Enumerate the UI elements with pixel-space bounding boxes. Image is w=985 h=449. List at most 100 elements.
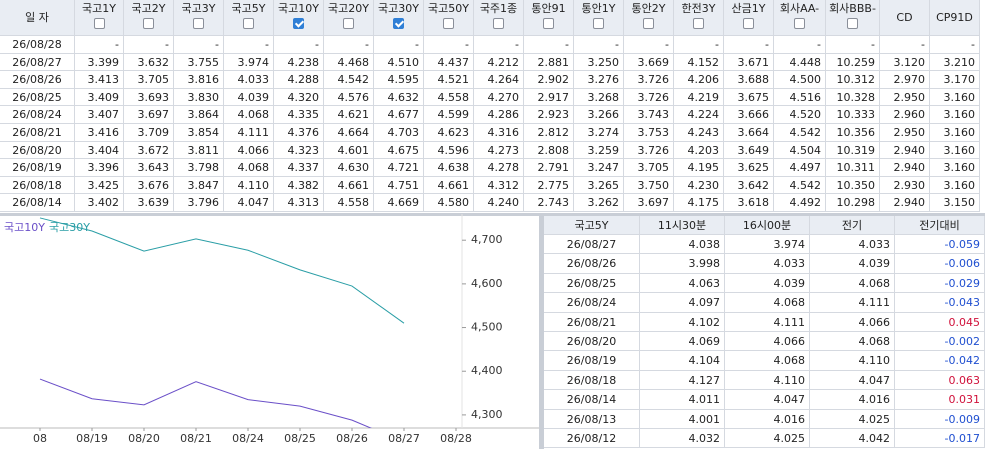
rate-cell: 4.110 [224, 176, 274, 195]
rate-cell: 4.335 [274, 106, 324, 124]
x-tick-label: 08/25 [284, 432, 316, 445]
rate-cell: 4.312 [474, 176, 524, 195]
date-cell: 26/08/19 [544, 351, 640, 371]
rate-cell: 4.097 [640, 293, 725, 313]
checkbox[interactable] [493, 18, 504, 29]
rate-cell: 4.206 [674, 71, 724, 89]
rate-cell: 2.950 [880, 124, 930, 142]
date-cell: 26/08/20 [0, 141, 75, 160]
rate-cell: 4.025 [810, 409, 895, 429]
rate-cell: 10.312 [826, 71, 880, 89]
checkbox[interactable] [293, 18, 304, 29]
checkbox[interactable] [443, 18, 454, 29]
checkbox[interactable] [693, 18, 704, 29]
column-header: 전기 [810, 216, 895, 235]
rate-cell: 3.974 [725, 235, 810, 255]
date-cell: 26/08/20 [544, 332, 640, 352]
column-header: 한전3Y [674, 0, 724, 36]
rate-cell: 4.042 [810, 429, 895, 449]
checkbox[interactable] [593, 18, 604, 29]
rate-cell: 4.492 [774, 194, 826, 212]
rate-cell: 4.323 [274, 141, 324, 160]
rate-cell: 0.063 [895, 370, 985, 391]
rate-cell: 3.416 [75, 124, 124, 142]
rate-cell: 4.510 [374, 53, 424, 72]
rate-cell: 4.110 [725, 370, 810, 391]
rate-cell: 2.808 [524, 141, 574, 160]
rate-cell: 3.798 [174, 159, 224, 177]
rate-cell: - [424, 36, 474, 54]
checkbox[interactable] [343, 18, 354, 29]
header-label: CP91D [936, 11, 973, 24]
checkbox[interactable] [193, 18, 204, 29]
rate-cell: 3.998 [640, 254, 725, 274]
rate-cell: 4.111 [810, 293, 895, 313]
checkbox[interactable] [847, 18, 858, 29]
rate-cell: 4.623 [424, 124, 474, 142]
rate-cell: -0.017 [895, 429, 985, 449]
rate-cell: 4.504 [774, 141, 826, 160]
rate-cell: - [930, 36, 980, 54]
rate-cell: 3.160 [930, 141, 980, 160]
legend-entry: 국고30Y [49, 221, 90, 234]
rate-cell: 4.038 [640, 235, 725, 255]
rate-cell: 4.599 [424, 106, 474, 124]
rate-cell: - [674, 36, 724, 54]
rate-cell: 3.669 [624, 53, 674, 72]
rate-cell: 3.676 [124, 176, 174, 195]
rate-cell: 4.068 [810, 332, 895, 352]
x-tick-label: 08 [33, 432, 47, 445]
rate-cell: -0.006 [895, 254, 985, 274]
rate-cell: - [75, 36, 124, 54]
rate-cell: 2.775 [524, 176, 574, 195]
rate-cell: 4.069 [640, 332, 725, 352]
rate-cell: 3.726 [624, 88, 674, 107]
rate-cell: 4.621 [324, 106, 374, 124]
rate-cell: 4.033 [224, 71, 274, 89]
rate-cell: 4.273 [474, 141, 524, 160]
rate-cell: 4.240 [474, 194, 524, 212]
column-header: 회사BBB- [826, 0, 880, 36]
rate-cell: 3.120 [880, 53, 930, 72]
rate-cell: 4.316 [474, 124, 524, 142]
rate-cell: 3.688 [724, 71, 774, 89]
checkbox[interactable] [543, 18, 554, 29]
column-header: 일 자 [0, 0, 75, 36]
y-tick-label: 4,600 [471, 277, 503, 290]
rate-cell: 3.247 [574, 159, 624, 177]
date-cell: 26/08/13 [544, 409, 640, 429]
rate-cell: 3.639 [124, 194, 174, 212]
rate-cell: 4.675 [374, 141, 424, 160]
y-tick-label: 4,400 [471, 364, 503, 377]
rate-cell: - [774, 36, 826, 54]
rate-cell: 4.195 [674, 159, 724, 177]
checkbox[interactable] [743, 18, 754, 29]
rate-cell: 3.705 [124, 71, 174, 89]
checkbox[interactable] [143, 18, 154, 29]
rate-cell: 4.497 [774, 159, 826, 177]
rate-cell: 3.266 [574, 106, 624, 124]
checkbox[interactable] [794, 18, 805, 29]
header-label: 국주1종 [479, 2, 518, 15]
rate-cell: 4.033 [810, 235, 895, 255]
rate-cell: 4.521 [424, 71, 474, 89]
date-cell: 26/08/24 [0, 106, 75, 124]
rate-cell: 3.632 [124, 53, 174, 72]
column-header: 전기대비 [895, 216, 985, 235]
rate-cell: -0.009 [895, 409, 985, 429]
legend: 국고10Y 국고30Y [4, 221, 90, 234]
rate-cell: 4.468 [324, 53, 374, 72]
rate-cell: 2.940 [880, 141, 930, 160]
checkbox[interactable] [243, 18, 254, 29]
rate-cell: 2.930 [880, 176, 930, 195]
rate-cell: 4.230 [674, 176, 724, 195]
checkbox[interactable] [643, 18, 654, 29]
checkbox[interactable] [393, 18, 404, 29]
rate-cell: 10.333 [826, 106, 880, 124]
rate-cell: 3.625 [724, 159, 774, 177]
column-header: 국고2Y [124, 0, 174, 36]
checkbox[interactable] [93, 18, 105, 29]
rate-cell: 10.350 [826, 176, 880, 195]
column-header: 국주1종 [474, 0, 524, 36]
rate-cell: 4.152 [674, 53, 724, 72]
